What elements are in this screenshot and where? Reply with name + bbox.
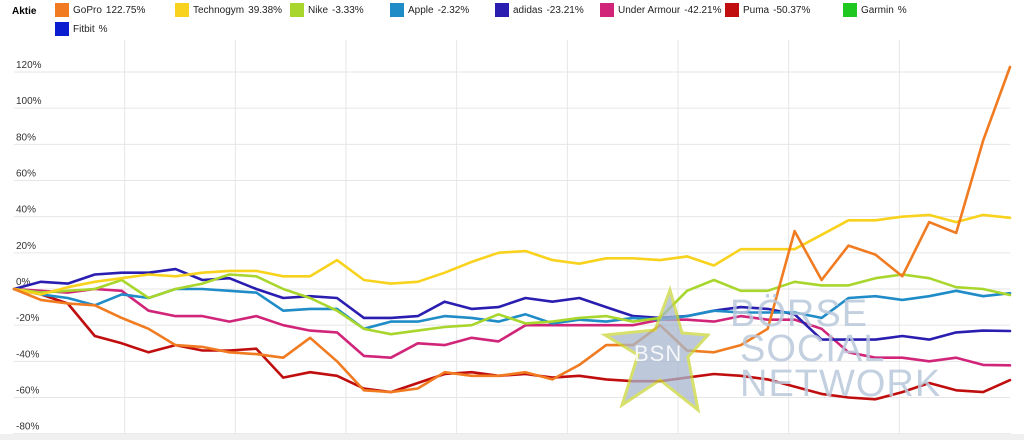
legend-label: Puma -50.37% <box>743 5 810 16</box>
y-tick-label: 40% <box>16 205 36 216</box>
legend-label: Nike -3.33% <box>308 5 364 16</box>
legend-series-value: % <box>98 24 108 35</box>
legend-swatch <box>290 3 304 17</box>
legend-series-value: -42.21% <box>684 5 722 16</box>
series-line-technogym[interactable] <box>12 213 1012 296</box>
y-tick-label: 20% <box>16 241 36 252</box>
y-tick-label: -40% <box>16 349 39 360</box>
legend-swatch <box>390 3 404 17</box>
legend-swatch <box>495 3 509 17</box>
series-line-nike[interactable] <box>12 273 1012 336</box>
legend-series-name: Fitbit <box>73 24 95 35</box>
legend-label: adidas -23.21% <box>513 5 584 16</box>
y-tick-label: 80% <box>16 132 36 143</box>
legend-swatch <box>843 3 857 17</box>
legend-series-value: -23.21% <box>546 5 584 16</box>
legend-series-value: -3.33% <box>332 5 364 16</box>
legend-series-name: Under Armour <box>618 5 681 16</box>
legend-series-name: Technogym <box>193 5 245 16</box>
legend-series-name: Nike <box>308 5 329 16</box>
legend-swatch <box>600 3 614 17</box>
legend-swatch <box>175 3 189 17</box>
legend-series-name: adidas <box>513 5 543 16</box>
legend-series-value: % <box>897 5 907 16</box>
y-tick-label: 60% <box>16 169 36 180</box>
series-line-adidas[interactable] <box>12 267 1012 341</box>
y-tick-label: 0% <box>16 277 31 288</box>
legend-swatch <box>725 3 739 17</box>
legend-series-name: Apple <box>408 5 434 16</box>
watermark-line-3: NETWORK <box>740 363 942 405</box>
y-tick-label: -80% <box>16 422 39 433</box>
legend-swatch <box>55 3 69 17</box>
legend-label: Technogym 39.38% <box>193 5 282 16</box>
legend-series-value: 122.75% <box>105 5 146 16</box>
y-tick-label: 120% <box>16 60 42 71</box>
y-tick-label: 100% <box>16 96 42 107</box>
series-line-under-armour[interactable] <box>12 287 1012 367</box>
legend-title: Aktie <box>12 6 37 17</box>
legend-series-name: Garmin <box>861 5 894 16</box>
legend-label: Garmin% <box>861 5 907 16</box>
legend-series-value: -2.32% <box>437 5 470 16</box>
watermark: BSN BÖRSE SOCIAL NETWORK <box>600 285 1000 435</box>
watermark-line-1: BÖRSE <box>730 293 869 335</box>
legend-swatch <box>55 22 69 36</box>
legend-label: Fitbit% <box>73 24 108 35</box>
legend-series-value: 39.38% <box>248 5 283 16</box>
legend-label: Apple -2.32% <box>408 5 469 16</box>
legend-series-value: -50.37% <box>773 5 811 16</box>
y-tick-label: -20% <box>16 313 39 324</box>
y-tick-label: -60% <box>16 386 39 397</box>
legend-series-name: GoPro <box>73 5 102 16</box>
series-line-gopro[interactable] <box>12 65 1012 394</box>
legend-label: GoPro 122.75% <box>73 5 145 16</box>
watermark-line-2: SOCIAL <box>740 328 886 370</box>
star-logo-icon <box>600 285 710 414</box>
legend-label: Under Armour -42.21% <box>618 5 722 16</box>
chart-legend: Aktie GoPro 122.75% Technogym 39.38% Nike -3.… <box>0 0 1024 40</box>
watermark-logo-text: BSN <box>634 341 683 366</box>
legend-series-name: Puma <box>743 5 770 16</box>
time-scrollbar[interactable] <box>0 434 1024 440</box>
